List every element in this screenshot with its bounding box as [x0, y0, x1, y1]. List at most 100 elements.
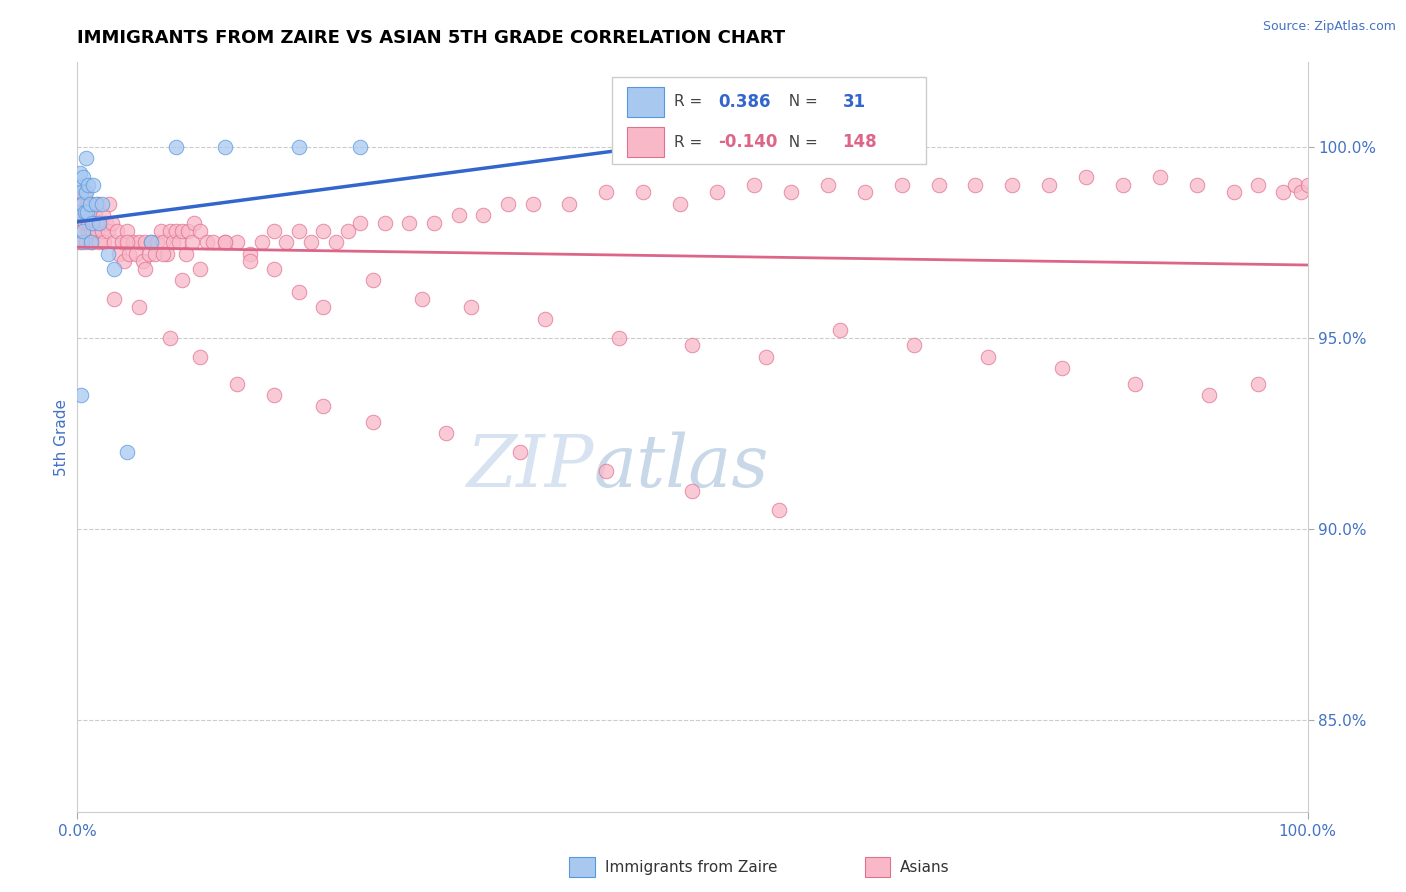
- Point: [226, 235, 249, 249]
- Point: [115, 224, 138, 238]
- Point: [90, 197, 114, 211]
- Point: [72, 197, 94, 211]
- Point: [80, 235, 103, 249]
- Point: [73, 186, 96, 200]
- Point: [118, 246, 141, 260]
- Point: [607, 331, 630, 345]
- Point: [77, 216, 100, 230]
- Point: [1272, 186, 1295, 200]
- Point: [77, 224, 100, 238]
- Text: 0.386: 0.386: [718, 93, 770, 111]
- Point: [97, 224, 120, 238]
- Point: [70, 204, 93, 219]
- Point: [70, 197, 93, 211]
- Point: [1247, 178, 1270, 192]
- Point: [134, 235, 156, 249]
- Point: [436, 426, 458, 441]
- Point: [141, 235, 163, 249]
- Point: [76, 204, 98, 219]
- Point: [159, 331, 181, 345]
- Text: ZIP: ZIP: [467, 432, 595, 502]
- Point: [89, 216, 111, 230]
- Point: [98, 197, 121, 211]
- Point: [188, 224, 212, 238]
- Point: [111, 235, 132, 249]
- Point: [70, 208, 93, 222]
- Point: [83, 208, 105, 222]
- Point: [312, 400, 335, 414]
- Point: [72, 224, 94, 238]
- Point: [152, 235, 174, 249]
- Point: [69, 178, 91, 192]
- Point: [312, 300, 335, 314]
- Point: [73, 216, 96, 230]
- Point: [620, 139, 643, 153]
- Point: [101, 216, 124, 230]
- Point: [1112, 178, 1135, 192]
- Point: [682, 338, 704, 352]
- Point: [125, 246, 148, 260]
- Point: [79, 197, 101, 211]
- Point: [239, 254, 262, 268]
- Point: [460, 300, 482, 314]
- Point: [183, 216, 205, 230]
- FancyBboxPatch shape: [627, 87, 664, 117]
- Text: R =: R =: [673, 135, 707, 150]
- Point: [170, 273, 193, 287]
- Point: [93, 235, 115, 249]
- Point: [73, 204, 96, 219]
- Point: [534, 311, 557, 326]
- Point: [138, 246, 160, 260]
- Point: [177, 224, 200, 238]
- Point: [288, 285, 311, 299]
- Point: [115, 445, 138, 459]
- Point: [75, 151, 97, 165]
- Point: [349, 139, 371, 153]
- Point: [70, 388, 93, 402]
- Point: [143, 246, 166, 260]
- Point: [361, 273, 384, 287]
- Point: [1038, 178, 1060, 192]
- Point: [82, 235, 104, 249]
- Point: [1247, 376, 1270, 391]
- Point: [152, 246, 174, 260]
- Point: [325, 235, 347, 249]
- Point: [374, 216, 396, 230]
- Point: [165, 139, 187, 153]
- Point: [188, 261, 212, 276]
- Point: [70, 186, 93, 200]
- Point: [472, 208, 495, 222]
- Point: [86, 224, 108, 238]
- Text: Immigrants from Zaire: Immigrants from Zaire: [605, 860, 778, 874]
- Text: Asians: Asians: [900, 860, 949, 874]
- Point: [1198, 388, 1220, 402]
- Point: [134, 261, 156, 276]
- Point: [633, 186, 655, 200]
- Point: [349, 216, 371, 230]
- Point: [91, 208, 114, 222]
- Point: [1185, 178, 1208, 192]
- Text: R =: R =: [673, 94, 707, 109]
- Point: [103, 235, 125, 249]
- Point: [80, 224, 103, 238]
- Point: [214, 235, 236, 249]
- Point: [1076, 170, 1098, 185]
- Point: [103, 261, 125, 276]
- Y-axis label: 5th Grade: 5th Grade: [53, 399, 69, 475]
- Point: [201, 235, 224, 249]
- Point: [411, 293, 433, 307]
- Point: [169, 235, 191, 249]
- Point: [1001, 178, 1024, 192]
- Point: [131, 254, 153, 268]
- Point: [90, 224, 114, 238]
- Point: [226, 376, 249, 391]
- Point: [195, 235, 218, 249]
- Point: [755, 350, 778, 364]
- Point: [90, 216, 112, 230]
- Text: Source: ZipAtlas.com: Source: ZipAtlas.com: [1263, 20, 1396, 33]
- Point: [398, 216, 420, 230]
- Point: [263, 388, 285, 402]
- Point: [682, 483, 704, 498]
- FancyBboxPatch shape: [613, 78, 927, 163]
- Point: [1284, 178, 1306, 192]
